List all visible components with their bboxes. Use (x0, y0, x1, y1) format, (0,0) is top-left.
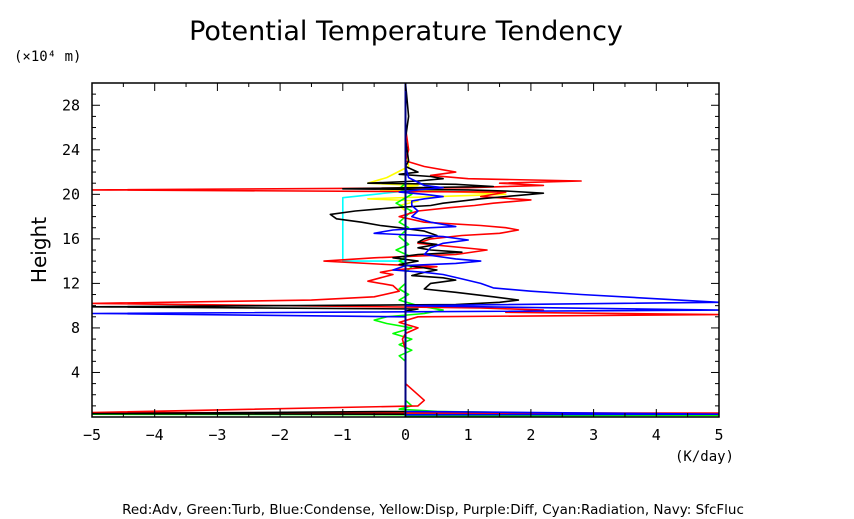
x-tick-label: −2 (271, 426, 289, 444)
x-tick-label: −4 (146, 426, 164, 444)
plot-area (92, 83, 719, 417)
series-line-blue (92, 83, 719, 416)
chart-title: Potential Temperature Tendency (189, 16, 623, 47)
y-tick-label: 12 (62, 274, 80, 292)
x-tick-label: −1 (334, 426, 352, 444)
y-unit-label: (×10⁴ m) (14, 49, 81, 65)
y-tick-label: 4 (71, 363, 80, 381)
x-tick-label: −3 (208, 426, 226, 444)
series-line-red (92, 83, 719, 415)
x-tick-label: 1 (464, 426, 473, 444)
x-tick-label: 5 (714, 426, 723, 444)
y-tick-label: 8 (71, 319, 80, 337)
y-axis-title: Height (27, 217, 51, 283)
x-tick-label: 4 (652, 426, 661, 444)
y-tick-label: 24 (62, 141, 80, 159)
y-tick-label: 28 (62, 96, 80, 114)
plot-frame (91, 82, 720, 418)
x-tick-label: 0 (401, 426, 410, 444)
y-tick-label: 16 (62, 230, 80, 248)
y-tick-label: 20 (62, 185, 80, 203)
x-tick-label: 3 (589, 426, 598, 444)
x-tick-label: 2 (526, 426, 535, 444)
x-tick-label: −5 (83, 426, 101, 444)
legend-text: Red:Adv, Green:Turb, Blue:Condense, Yell… (122, 502, 744, 518)
x-axis-unit-label: (K/day) (675, 449, 734, 465)
series-line-black (92, 83, 545, 416)
